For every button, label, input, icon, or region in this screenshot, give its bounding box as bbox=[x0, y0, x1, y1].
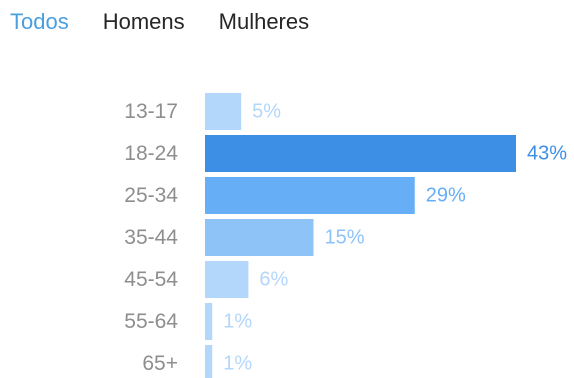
category-label: 45-54 bbox=[124, 268, 178, 291]
tab-mulheres[interactable]: Mulheres bbox=[218, 9, 310, 34]
bar-55-64 bbox=[205, 303, 213, 340]
category-label: 18-24 bbox=[124, 142, 178, 165]
bar-18-24 bbox=[205, 135, 516, 172]
bar-13-17 bbox=[205, 93, 242, 130]
gender-tabs: Todos Homens Mulheres bbox=[10, 10, 309, 34]
value-label: 5% bbox=[252, 101, 281, 123]
bar-35-44 bbox=[205, 219, 314, 256]
tab-homens[interactable]: Homens bbox=[102, 9, 185, 34]
value-label: 29% bbox=[426, 185, 466, 207]
bar-65+ bbox=[205, 345, 213, 378]
bar-25-34 bbox=[205, 177, 415, 214]
value-label: 43% bbox=[527, 143, 567, 165]
category-label: 65+ bbox=[142, 352, 178, 375]
value-label: 6% bbox=[259, 269, 288, 291]
category-label: 35-44 bbox=[124, 226, 178, 249]
category-label: 25-34 bbox=[124, 184, 178, 207]
value-label: 1% bbox=[223, 311, 252, 333]
category-label: 13-17 bbox=[124, 100, 178, 123]
category-label: 55-64 bbox=[124, 310, 178, 333]
tab-todos[interactable]: Todos bbox=[10, 9, 69, 34]
value-label: 15% bbox=[324, 227, 364, 249]
bar-45-54 bbox=[205, 261, 249, 298]
value-label: 1% bbox=[223, 353, 252, 375]
